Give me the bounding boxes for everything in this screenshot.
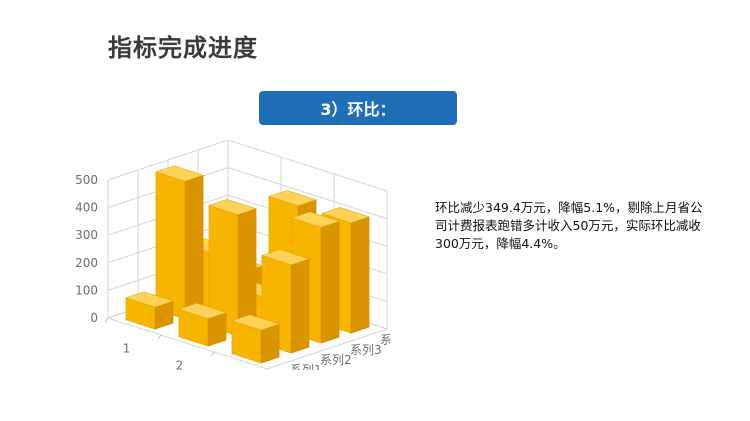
y-tick-label: 100 — [75, 283, 98, 297]
y-tick-label: 0 — [90, 311, 98, 325]
bar-top-face — [155, 165, 204, 182]
bar-side-face — [290, 258, 310, 354]
y-tick-label: 200 — [75, 256, 98, 270]
bar-top-face — [291, 211, 340, 228]
analysis-note: 环比减少349.4万元，降幅5.1%，剔除上月省公司计费报表跑错多计收入50万元… — [435, 200, 703, 251]
x-tick — [104, 317, 109, 323]
series-label: 系列2 — [320, 353, 352, 367]
chart-bars — [125, 165, 370, 364]
bar-系列1-1 — [125, 291, 174, 330]
bar-top-face — [125, 291, 174, 308]
bar-系列1-3 — [231, 314, 280, 364]
bar-side-face — [260, 323, 280, 364]
x-tick — [157, 334, 162, 340]
bar-side-face — [350, 216, 370, 334]
x-category-label: 1 — [123, 342, 131, 356]
x-tick — [210, 351, 215, 357]
gridline-500 — [107, 139, 388, 192]
bar-系列2-2 — [208, 199, 257, 337]
y-tick-label: 500 — [75, 173, 98, 187]
bar-系列1-2 — [178, 302, 227, 347]
bar-系列2-3 — [261, 249, 310, 354]
bar-top-face — [321, 207, 370, 224]
series-label: 系列3 — [350, 343, 382, 357]
bar-top-face — [261, 249, 310, 266]
slide-title: 指标完成进度 — [108, 34, 258, 62]
y-tick-label: 400 — [75, 201, 98, 215]
series-label: 系列1 — [290, 363, 322, 370]
y-tick-label: 300 — [75, 228, 98, 242]
bar-top-face — [178, 302, 227, 319]
section-banner-label: 3）环比： — [320, 100, 396, 119]
series-label: 系列4 — [380, 333, 390, 347]
bar-top-face — [268, 190, 317, 207]
bar-top-face — [231, 314, 280, 331]
section-banner: 3）环比： — [259, 91, 457, 125]
bar-系列2-1 — [155, 165, 204, 320]
x-category-label: 2 — [176, 359, 184, 371]
chart-3d-column: 0100200300400500123系列1系列2系列3系列4 — [60, 139, 412, 390]
x-tick — [263, 368, 268, 374]
bar-side-face — [320, 220, 340, 344]
chart-svg: 0100200300400500123系列1系列2系列3系列4 — [75, 139, 412, 390]
bar-top-face — [208, 199, 257, 215]
bar-side-face — [184, 174, 204, 320]
